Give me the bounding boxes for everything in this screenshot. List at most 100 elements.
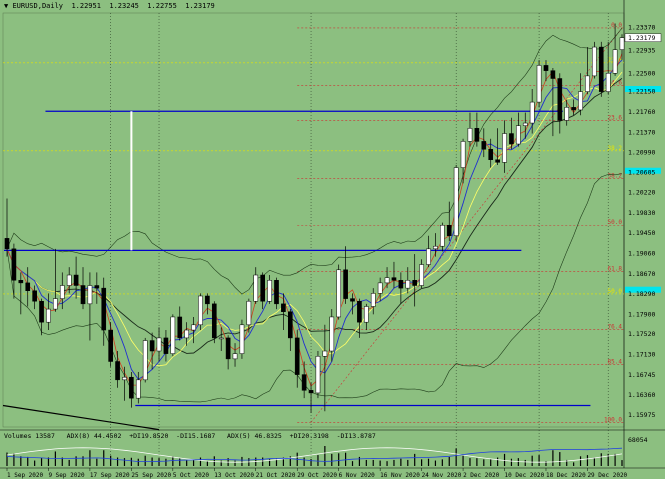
header-arrow[interactable]: ▼ xyxy=(4,2,9,10)
price-tick-label: 1.19060 xyxy=(628,250,655,258)
candle xyxy=(550,68,556,137)
price-tick-label: 1.18290 xyxy=(628,290,655,298)
candle-body xyxy=(308,390,314,394)
candle xyxy=(322,324,328,412)
candle xyxy=(232,343,238,367)
price-tick-label: 1.21760 xyxy=(628,108,655,116)
candle xyxy=(370,288,376,315)
price-tick-label: 1.20990 xyxy=(628,148,655,156)
candle xyxy=(94,272,100,304)
candle-body xyxy=(350,298,355,302)
candle xyxy=(509,117,514,150)
candle-body xyxy=(274,280,279,305)
candle-body xyxy=(343,269,348,299)
price-tick-label: 1.15975 xyxy=(628,411,655,419)
candle-body xyxy=(377,282,383,294)
candle xyxy=(578,73,583,116)
candle xyxy=(101,277,107,346)
volume-header: Volumes 13587 ADX(8) 44.4502 +DI19.8520 … xyxy=(4,432,376,440)
candle xyxy=(156,327,162,362)
candle-body xyxy=(460,141,466,168)
candle-body xyxy=(481,141,487,150)
candle xyxy=(73,256,79,299)
candle xyxy=(177,306,183,341)
candle xyxy=(557,73,563,134)
candle-body xyxy=(529,101,535,124)
candle-body xyxy=(191,324,196,331)
price-tick-label: 1.17520 xyxy=(628,330,655,338)
candle-body xyxy=(198,295,203,326)
candle xyxy=(343,246,348,304)
candle xyxy=(460,138,466,184)
candle-body xyxy=(32,290,37,302)
date-tick-label: 10 Dec 2020 xyxy=(505,472,545,479)
candle-body xyxy=(453,167,459,236)
candle-body xyxy=(571,107,576,111)
candle-body xyxy=(66,274,72,286)
candle xyxy=(59,272,65,310)
candle-body xyxy=(108,329,113,362)
bollinger-lower xyxy=(6,173,623,403)
candle xyxy=(412,254,418,307)
fib-red-label: 38.2 xyxy=(608,173,623,180)
current-price-label: 1.23179 xyxy=(628,34,655,42)
candle xyxy=(32,285,37,310)
fib-yellow-label: 50.0 xyxy=(608,288,623,295)
candle-body xyxy=(502,133,507,163)
candle xyxy=(87,272,93,341)
date-tick-label: 13 Oct 2020 xyxy=(214,472,254,479)
candle xyxy=(53,248,58,312)
cyan-price-marker xyxy=(625,167,661,174)
date-tick-label: 29 Dec 2020 xyxy=(587,472,627,479)
price-tick-label: 1.22150 xyxy=(628,88,655,96)
cyan-price-marker xyxy=(625,286,661,293)
date-tick-label: 17 Sep 2020 xyxy=(90,472,130,479)
candle xyxy=(184,322,189,346)
candle-body xyxy=(474,128,480,142)
candle xyxy=(80,267,86,310)
candle xyxy=(592,41,597,79)
candle-body xyxy=(509,133,514,145)
candle-body xyxy=(101,287,107,331)
candle xyxy=(294,330,300,388)
candle-body xyxy=(536,65,542,103)
candle xyxy=(453,164,459,241)
candle-body xyxy=(170,316,176,354)
candle xyxy=(522,112,528,139)
price-tick-label: 1.16745 xyxy=(628,371,655,379)
candle xyxy=(142,337,148,383)
candle xyxy=(364,303,369,331)
candle xyxy=(25,267,31,307)
candle-body xyxy=(440,224,445,247)
candle xyxy=(246,298,252,333)
candle xyxy=(218,327,224,352)
candle xyxy=(605,41,611,95)
candle xyxy=(350,293,355,315)
candle-body xyxy=(253,274,259,302)
fib-red-label: 100.0 xyxy=(604,416,622,423)
candle xyxy=(267,275,272,304)
candle xyxy=(260,272,265,310)
candle xyxy=(419,259,424,289)
price-tick-label: 1.17130 xyxy=(628,351,655,359)
candle xyxy=(191,316,196,344)
candle xyxy=(135,371,141,404)
candle-body xyxy=(163,337,169,354)
candle-body xyxy=(122,376,127,381)
candle xyxy=(488,138,494,168)
candle xyxy=(239,319,245,359)
candle-body xyxy=(467,128,473,142)
candle-body xyxy=(287,311,293,339)
candle-body xyxy=(412,280,418,286)
candle-body xyxy=(59,285,65,299)
price-tick-label: 1.22500 xyxy=(628,69,655,77)
chart-header: ▼ EURUSD,Daily 1.22951 1.23245 1.22755 1… xyxy=(4,2,215,10)
date-tick-label: 25 Sep 2020 xyxy=(131,472,171,479)
fib-yellow-label: 38.2 xyxy=(608,145,623,152)
candle-body xyxy=(398,280,404,289)
price-tick-label: 1.17900 xyxy=(628,310,655,318)
ma-3-line xyxy=(6,53,623,387)
candle xyxy=(308,382,314,413)
